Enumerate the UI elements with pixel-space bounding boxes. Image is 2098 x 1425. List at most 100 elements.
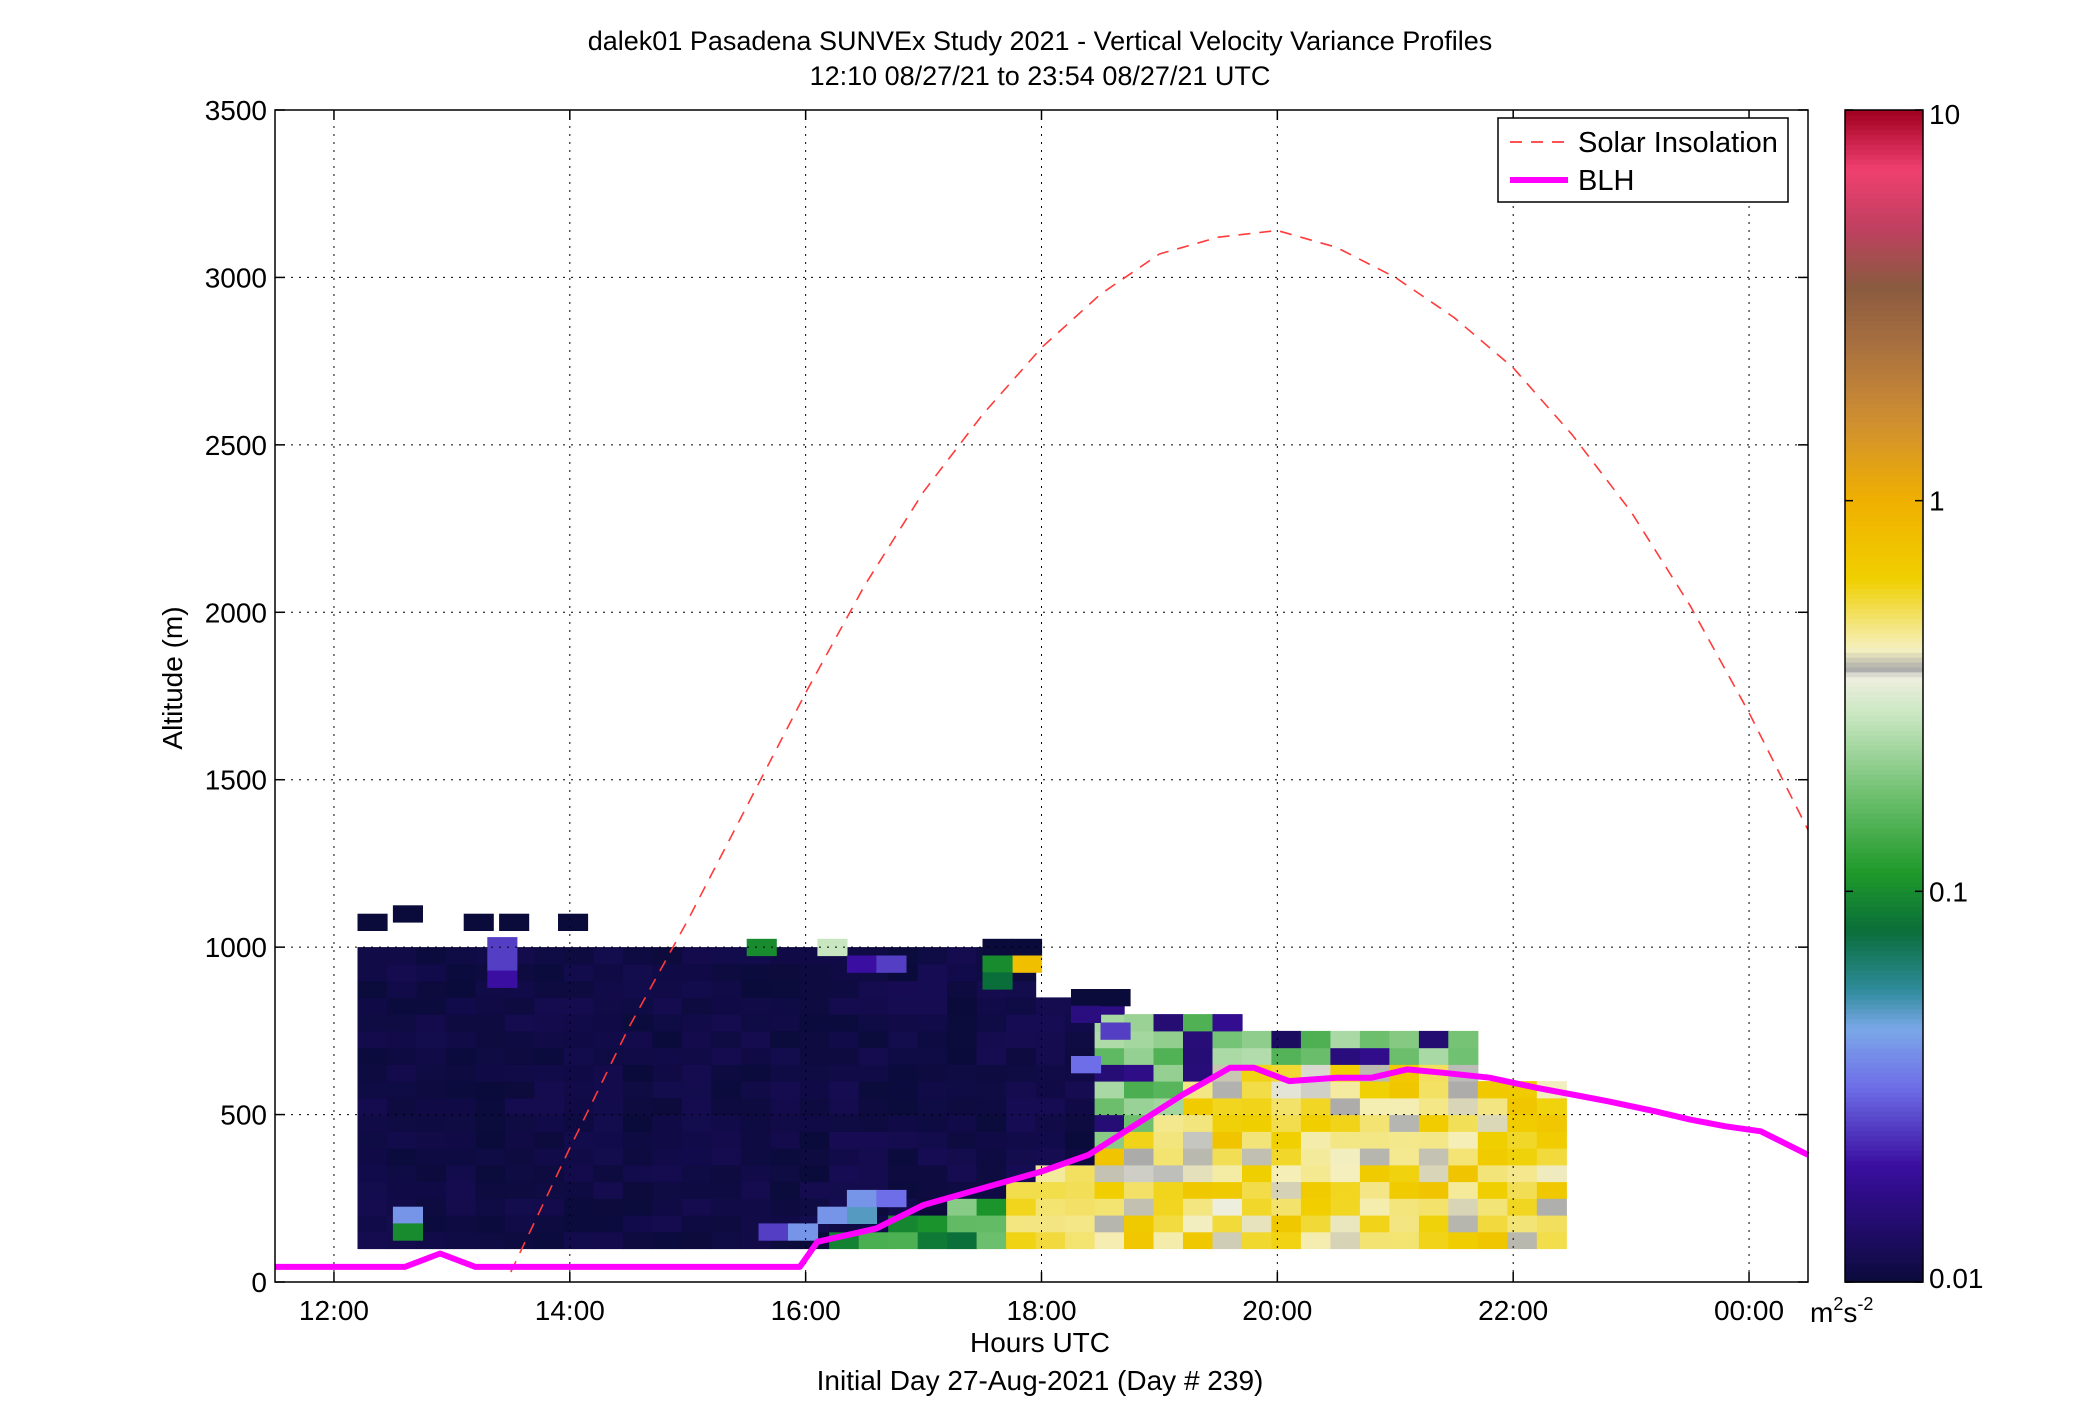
heatmap-cell — [858, 980, 889, 998]
colorbar-segment — [1845, 940, 1923, 946]
heatmap-cell — [829, 980, 860, 998]
colorbar-frame — [1844, 109, 1924, 1283]
heatmap-cell — [1507, 1114, 1538, 1132]
colorbar-segment — [1845, 329, 1923, 336]
heatmap-cell — [652, 1014, 683, 1032]
colorbar-segment — [1845, 1199, 1923, 1205]
heatmap-cell — [534, 1097, 565, 1116]
heatmap-cell — [770, 997, 801, 1015]
colorbar-segment — [1845, 896, 1923, 902]
heatmap-cell — [799, 963, 830, 982]
heatmap-cell — [387, 1148, 418, 1166]
heatmap-cell — [917, 1148, 948, 1166]
heatmap-cell — [1212, 1097, 1243, 1116]
heatmap-cell — [1300, 1215, 1331, 1233]
colorbar-segment — [1845, 324, 1923, 331]
heatmap-cell — [711, 963, 742, 982]
colorbar-segment — [1845, 1233, 1923, 1239]
heatmap-cell — [799, 1064, 830, 1082]
colorbar-segment — [1845, 925, 1923, 932]
colorbar-segment — [1845, 608, 1923, 614]
heatmap-cell — [593, 1064, 624, 1082]
heatmap-cell — [1448, 1030, 1479, 1049]
colorbar-segment — [1845, 1252, 1923, 1259]
y-tick-label: 0 — [251, 1267, 267, 1298]
heatmap-cell — [711, 1047, 742, 1065]
heatmap-cell — [534, 963, 565, 982]
heatmap-cell — [1477, 1114, 1508, 1132]
heatmap-cell — [1330, 1164, 1361, 1183]
heatmap-cell — [534, 1064, 565, 1082]
heatmap-cell — [563, 1181, 594, 1199]
heatmap-cell — [504, 1164, 535, 1183]
heatmap-cell — [681, 1030, 712, 1049]
colorbar-segment — [1845, 378, 1923, 385]
colorbar-segment — [1845, 569, 1923, 575]
heatmap-cell — [858, 1064, 889, 1082]
heatmap-cell — [504, 1064, 535, 1082]
colorbar-segment — [1845, 769, 1923, 775]
colorbar-segment — [1845, 505, 1923, 512]
heatmap-cell — [387, 1181, 418, 1199]
heatmap-cell — [1389, 1030, 1420, 1049]
heatmap-cell — [534, 947, 565, 965]
heatmap-cell — [740, 1014, 771, 1032]
heatmap-cell — [888, 980, 919, 998]
heatmap-cell — [1094, 1148, 1125, 1166]
heatmap-cell — [446, 1081, 477, 1099]
heatmap-cell — [1006, 980, 1037, 998]
colorbar-segment — [1845, 310, 1923, 316]
heatmap-cell — [1153, 1164, 1184, 1183]
heatmap-cell — [1448, 1198, 1479, 1216]
colorbar-segment — [1845, 798, 1923, 805]
colorbar-segment — [1845, 642, 1923, 648]
heatmap-cell — [1418, 1131, 1449, 1149]
heatmap-cell — [1094, 1064, 1125, 1082]
heatmap-cell — [534, 997, 565, 1015]
heatmap-cell — [740, 1181, 771, 1199]
heatmap-cell — [534, 1131, 565, 1149]
heatmap-cell — [534, 1164, 565, 1183]
heatmap-cell — [1448, 1131, 1479, 1149]
heatmap-cell — [1536, 1231, 1567, 1250]
heatmap-cell — [357, 1231, 388, 1250]
heatmap-cell — [711, 1198, 742, 1216]
heatmap-cell — [475, 1215, 506, 1233]
heatmap-cell — [416, 1148, 447, 1166]
heatmap-cell — [652, 1164, 683, 1183]
heatmap-cell — [1271, 1131, 1302, 1149]
heatmap-cell — [1448, 1047, 1479, 1065]
heatmap-cell — [1242, 1081, 1273, 1099]
colorbar-segment — [1845, 1028, 1923, 1034]
heatmap-cell — [1536, 1215, 1567, 1233]
heatmap-cell — [1153, 1231, 1184, 1250]
heatmap-cell — [622, 980, 653, 998]
colorbar-segment — [1845, 920, 1923, 927]
heatmap-cell — [681, 1114, 712, 1132]
heatmap-cell — [534, 1215, 565, 1233]
heatmap-cell — [534, 1198, 565, 1216]
heatmap-cell — [976, 1030, 1007, 1049]
heatmap-cell — [534, 1047, 565, 1065]
heatmap-cell — [858, 1164, 889, 1183]
colorbar-segment — [1845, 984, 1923, 990]
colorbar-segment — [1845, 412, 1923, 419]
colorbar-segment — [1845, 686, 1923, 692]
heatmap-cell — [1330, 1097, 1361, 1116]
colorbar-segment — [1845, 661, 1923, 668]
heatmap-cell — [917, 1114, 948, 1132]
heatmap-cell — [770, 1114, 801, 1132]
heatmap-cell — [740, 1081, 771, 1099]
colorbar-segment — [1845, 383, 1923, 390]
colorbar-segment — [1845, 710, 1923, 717]
heatmap-cell — [829, 1164, 860, 1183]
heatmap-cell — [652, 1030, 683, 1049]
heatmap-cell — [1507, 1164, 1538, 1183]
heatmap-cell — [976, 1131, 1007, 1149]
colorbar-segment — [1845, 969, 1923, 976]
heatmap-cell — [1418, 1164, 1449, 1183]
x-tick-label: 12:00 — [299, 1295, 369, 1326]
colorbar-segment — [1845, 554, 1923, 561]
heatmap-cell — [622, 1215, 653, 1233]
heatmap-cell — [446, 1014, 477, 1032]
